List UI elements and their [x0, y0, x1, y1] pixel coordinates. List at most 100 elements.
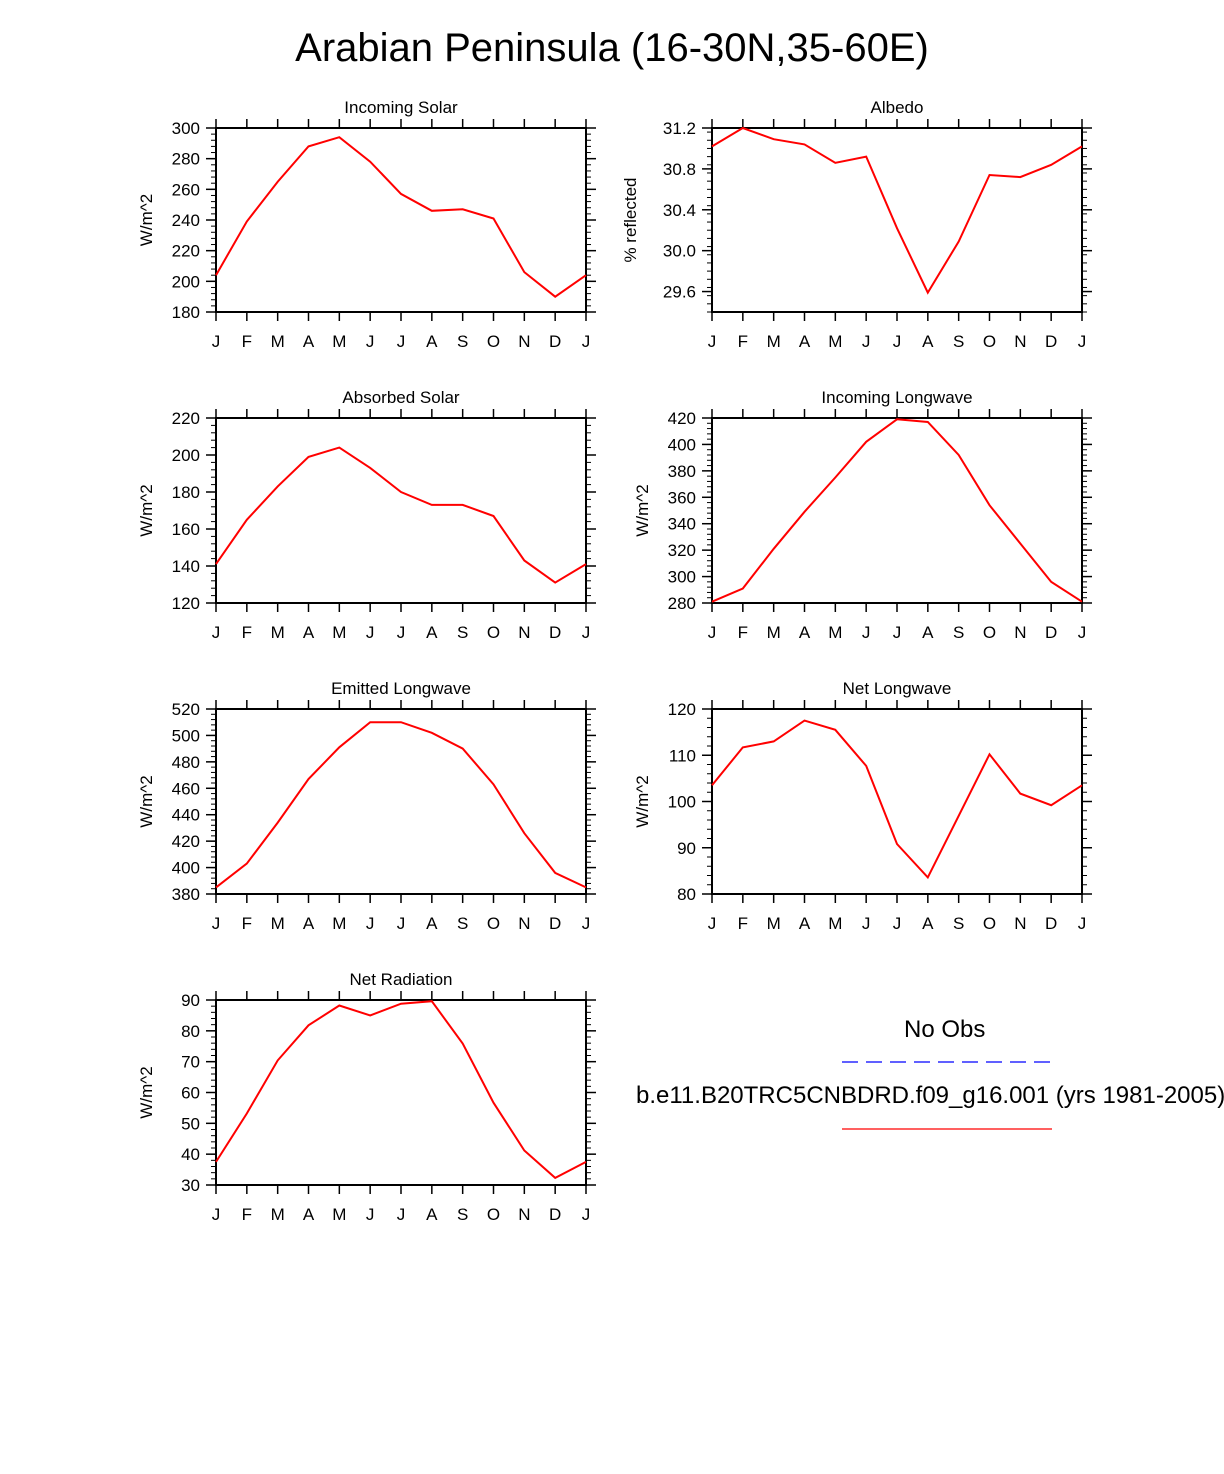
x-tick-label: S	[953, 914, 964, 933]
plot-frame	[215, 708, 587, 895]
x-tick-label: J	[862, 623, 871, 642]
x-tick-label: J	[366, 914, 375, 933]
x-tick-label: J	[397, 1205, 406, 1224]
x-tick-label: A	[799, 914, 811, 933]
x-tick-label: S	[953, 332, 964, 351]
x-tick-label: J	[397, 623, 406, 642]
x-tick-label: M	[271, 623, 285, 642]
x-tick-label: M	[828, 332, 842, 351]
y-tick-label: 100	[668, 793, 696, 812]
y-tick-label: 200	[172, 272, 200, 291]
plot-frame	[711, 708, 1083, 895]
x-tick-label: J	[1078, 332, 1087, 351]
x-tick-label: S	[457, 332, 468, 351]
y-tick-label: 220	[172, 242, 200, 261]
panel-title: Albedo	[871, 98, 924, 117]
plot-frame	[711, 417, 1083, 604]
y-tick-label: 280	[668, 594, 696, 613]
x-tick-label: D	[549, 332, 561, 351]
x-tick-label: S	[457, 914, 468, 933]
x-tick-label: J	[366, 623, 375, 642]
x-tick-label: O	[983, 332, 996, 351]
legend-obs-label: No Obs	[904, 1016, 986, 1043]
x-tick-label: M	[332, 1205, 346, 1224]
x-tick-label: J	[212, 914, 221, 933]
x-tick-label: M	[271, 914, 285, 933]
x-tick-label: N	[518, 623, 530, 642]
y-tick-label: 220	[172, 409, 200, 428]
plot-frame	[215, 127, 587, 313]
panel-title: Absorbed Solar	[342, 388, 460, 407]
y-tick-label: 440	[172, 806, 200, 825]
x-tick-label: J	[708, 914, 717, 933]
x-tick-label: M	[271, 332, 285, 351]
y-tick-label: 90	[181, 991, 200, 1010]
x-tick-label: F	[242, 623, 252, 642]
series-line	[215, 1000, 587, 1180]
x-tick-label: A	[922, 332, 934, 351]
x-tick-label: A	[426, 914, 438, 933]
x-tick-label: N	[1014, 914, 1026, 933]
x-tick-label: A	[799, 623, 811, 642]
x-tick-label: O	[983, 914, 996, 933]
x-tick-label: A	[303, 914, 315, 933]
y-tick-label: 90	[677, 839, 696, 858]
series-line	[711, 126, 1083, 295]
x-tick-label: J	[212, 332, 221, 351]
x-tick-label: D	[549, 623, 561, 642]
x-tick-label: A	[799, 332, 811, 351]
x-tick-label: A	[303, 1205, 315, 1224]
y-tick-label: 60	[181, 1084, 200, 1103]
legend-model-label: b.e11.B20TRC5CNBDRD.f09_g16.001 (yrs 198…	[636, 1082, 1224, 1109]
panel-title: Emitted Longwave	[331, 679, 471, 698]
x-tick-label: J	[397, 914, 406, 933]
x-tick-label: J	[366, 1205, 375, 1224]
x-tick-label: F	[242, 332, 252, 351]
x-tick-label: N	[1014, 332, 1026, 351]
y-axis-label: W/m^2	[137, 194, 156, 246]
x-tick-label: A	[303, 623, 315, 642]
chart-panel-2: J F M A M J J A S O N D J29.630.030.430.831.2Albedo%…	[621, 98, 1092, 351]
x-tick-label: N	[518, 914, 530, 933]
y-tick-label: 180	[172, 303, 200, 322]
x-tick-label: M	[767, 914, 781, 933]
y-tick-label: 180	[172, 483, 200, 502]
series-line	[711, 418, 1083, 603]
x-tick-label: M	[271, 1205, 285, 1224]
x-tick-label: J	[1078, 623, 1087, 642]
x-tick-label: J	[893, 623, 902, 642]
y-tick-label: 80	[677, 885, 696, 904]
x-tick-label: M	[767, 623, 781, 642]
y-tick-label: 520	[172, 700, 200, 719]
y-tick-label: 30.4	[663, 201, 696, 220]
x-tick-label: N	[518, 332, 530, 351]
y-tick-label: 340	[668, 515, 696, 534]
series-line	[215, 446, 587, 584]
x-tick-label: J	[708, 332, 717, 351]
chart-panel-4: J F M A M J J A S O N D J280300320340360380400420Inc…	[633, 388, 1092, 642]
x-tick-label: J	[212, 623, 221, 642]
y-tick-label: 80	[181, 1022, 200, 1041]
y-tick-label: 460	[172, 779, 200, 798]
x-tick-label: F	[738, 623, 748, 642]
x-tick-label: M	[767, 332, 781, 351]
chart-panel-3: J F M A M J J A S O N D J120140160180200220Absorbed …	[137, 388, 596, 642]
x-tick-label: J	[582, 623, 591, 642]
x-tick-label: D	[1045, 623, 1057, 642]
y-axis-label: W/m^2	[137, 775, 156, 827]
x-tick-label: J	[862, 332, 871, 351]
y-tick-label: 30.8	[663, 160, 696, 179]
x-tick-label: D	[549, 914, 561, 933]
y-tick-label: 300	[668, 568, 696, 587]
x-tick-label: O	[983, 623, 996, 642]
y-tick-label: 380	[668, 462, 696, 481]
x-tick-label: S	[457, 1205, 468, 1224]
x-tick-label: A	[426, 332, 438, 351]
x-tick-label: J	[893, 914, 902, 933]
y-tick-label: 300	[172, 119, 200, 138]
y-tick-label: 160	[172, 520, 200, 539]
y-tick-label: 29.6	[663, 283, 696, 302]
panel-title: Net Radiation	[349, 970, 452, 989]
x-tick-label: J	[582, 1205, 591, 1224]
